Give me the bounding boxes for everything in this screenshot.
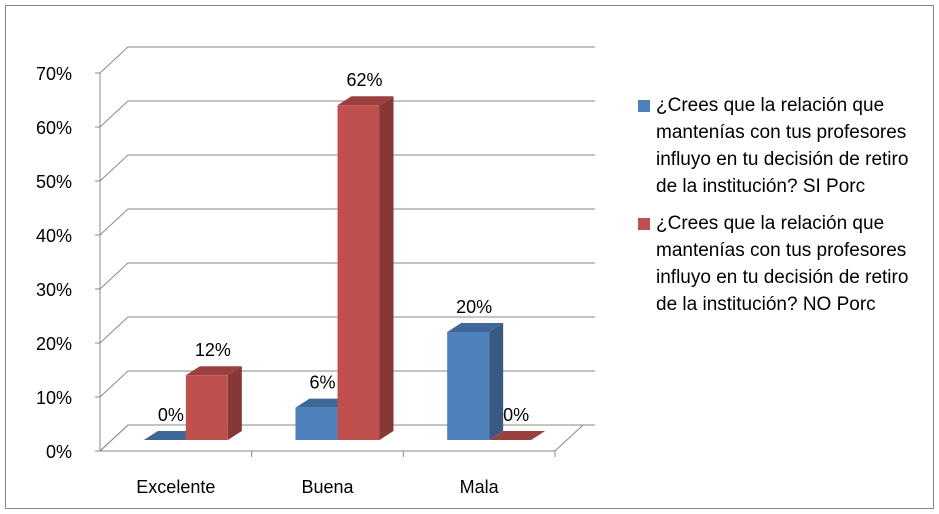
data-label: 6%: [309, 372, 335, 392]
legend-swatch: [638, 100, 650, 112]
y-tick-label: 10%: [36, 388, 72, 408]
bar-face: [447, 323, 504, 332]
grid-line: [99, 100, 595, 128]
data-label: 12%: [195, 340, 231, 360]
bar-face: [489, 431, 546, 440]
bar: [447, 323, 504, 440]
y-tick-label: 70%: [36, 64, 72, 84]
bar: [337, 96, 394, 440]
grid-line: [99, 208, 595, 236]
bar-face: [337, 96, 394, 106]
bar-face: [489, 323, 504, 440]
grid-line: [99, 154, 595, 182]
legend: ¿Crees que la relación que mantenías con…: [638, 92, 923, 328]
y-tick-label: 20%: [36, 334, 72, 354]
data-label: 0%: [158, 405, 184, 425]
bar: [185, 366, 242, 440]
bar-face: [227, 366, 242, 440]
grid-line: [99, 316, 595, 344]
bar-face: [447, 332, 490, 440]
bar-face: [295, 407, 338, 440]
grid-line: [99, 46, 595, 74]
bar-face: [379, 96, 394, 440]
x-tick-label: Buena: [301, 477, 354, 497]
x-tick-label: Excelente: [136, 477, 215, 497]
grid-line: [99, 262, 595, 290]
bar-face: [185, 375, 228, 440]
legend-swatch: [638, 218, 650, 230]
legend-label: ¿Crees que la relación que mantenías con…: [656, 213, 909, 315]
x-tick-label: Mala: [460, 477, 500, 497]
legend-entry: ¿Crees que la relación que mantenías con…: [638, 210, 923, 318]
bar-face: [185, 366, 242, 376]
legend-entry: ¿Crees que la relación que mantenías con…: [638, 92, 923, 200]
legend-label: ¿Crees que la relación que mantenías con…: [656, 95, 909, 197]
bar: [489, 431, 546, 440]
y-tick-label: 0%: [46, 442, 72, 462]
y-tick-label: 60%: [36, 118, 72, 138]
y-tick-label: 40%: [36, 226, 72, 246]
grid-line: [99, 424, 595, 452]
y-tick-label: 50%: [36, 172, 72, 192]
bar-face: [337, 105, 380, 440]
grid-line: [99, 370, 595, 398]
data-label: 62%: [346, 70, 382, 90]
data-label: 20%: [456, 297, 492, 317]
data-label: 0%: [503, 405, 529, 425]
y-tick-label: 30%: [36, 280, 72, 300]
